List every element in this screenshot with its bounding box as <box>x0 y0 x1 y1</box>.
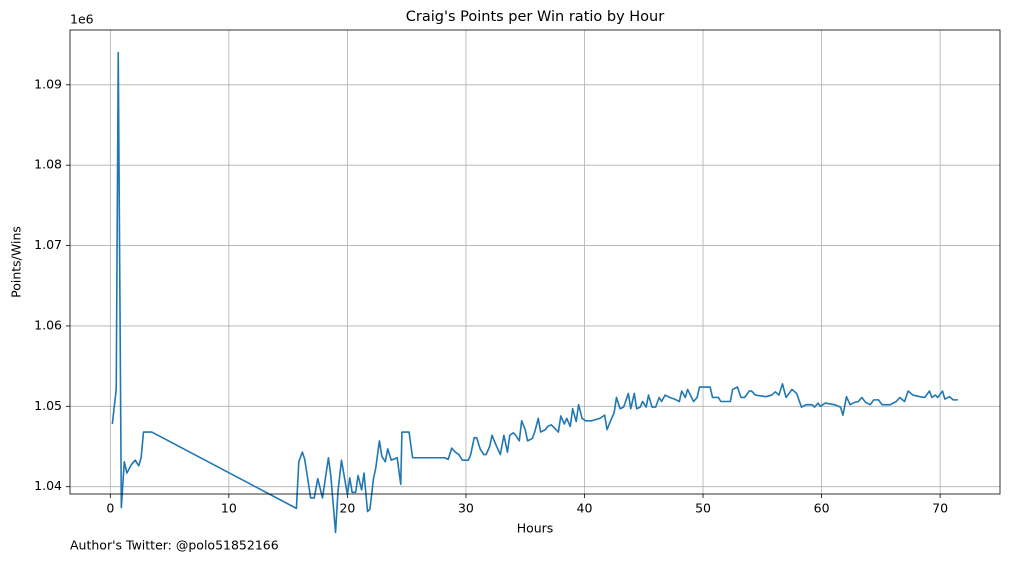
y-tick-label: 1.05 <box>34 398 62 413</box>
x-tick-label: 20 <box>339 501 355 516</box>
y-tick-label: 1.07 <box>34 237 62 252</box>
x-tick-label: 60 <box>814 501 830 516</box>
x-tick-label: 10 <box>221 501 237 516</box>
x-tick-label: 50 <box>695 501 711 516</box>
y-tick-label: 1.09 <box>34 76 62 91</box>
y-tick-label: 1.06 <box>34 317 62 332</box>
x-tick-label: 70 <box>932 501 948 516</box>
x-tick-label: 0 <box>106 501 114 516</box>
y-tick-label: 1.08 <box>34 157 62 172</box>
y-offset-label: 1e6 <box>70 12 94 27</box>
x-tick-label: 30 <box>458 501 474 516</box>
plot-frame <box>69 29 1001 495</box>
chart-title: Craig's Points per Win ratio by Hour <box>406 9 664 25</box>
y-tick-label: 1.04 <box>34 478 62 493</box>
x-axis-label: Hours <box>517 521 554 536</box>
y-axis-label: Points/Wins <box>9 226 24 298</box>
footnote: Author's Twitter: @polo51852166 <box>70 538 279 553</box>
x-tick-label: 40 <box>577 501 593 516</box>
data-line <box>111 51 958 534</box>
